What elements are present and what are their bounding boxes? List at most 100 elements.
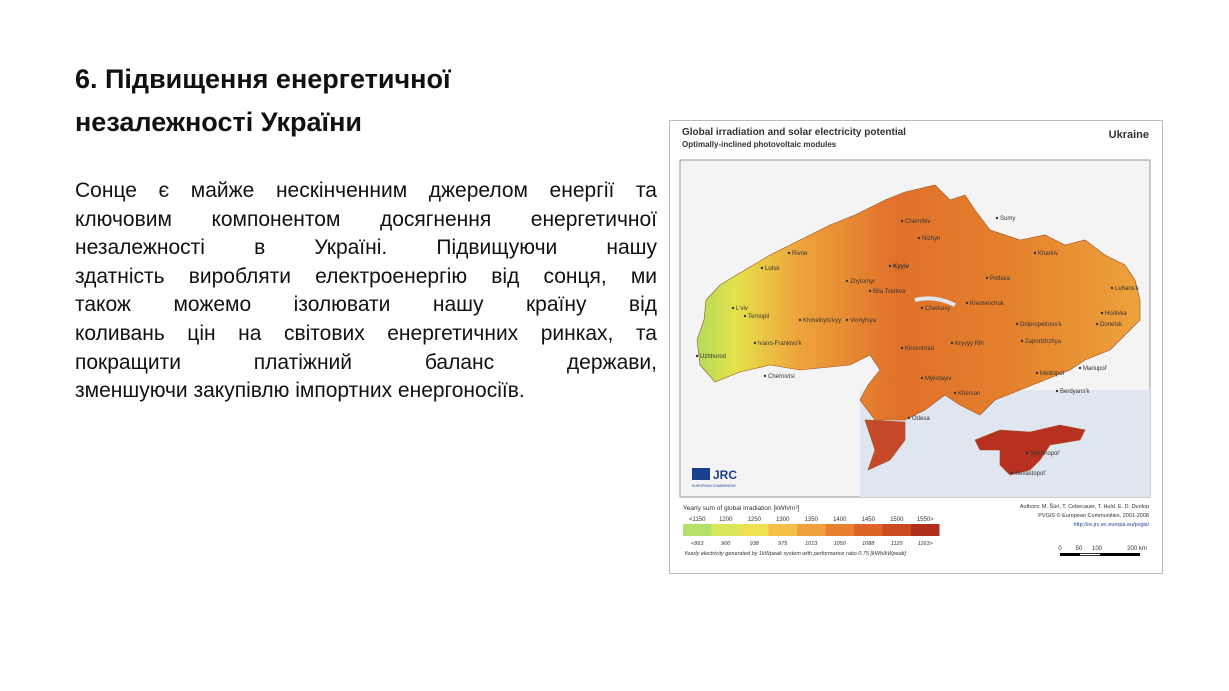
- legend-swatch: [797, 524, 826, 536]
- city-dot: [1015, 322, 1019, 326]
- legend-bottom-label: 938: [750, 541, 760, 547]
- legend-top-label: 1250: [748, 517, 762, 523]
- legend-bottom-label: 1163>: [918, 541, 934, 547]
- city-dot: [845, 318, 849, 322]
- legend-swatch: [854, 524, 883, 536]
- crimea: [974, 424, 1086, 476]
- city-dot: [1020, 339, 1024, 343]
- city-label: Poltava: [990, 276, 1011, 282]
- legend-bottom-label: 900: [721, 541, 731, 547]
- city-dot: [1055, 389, 1059, 393]
- city-dot: [920, 376, 924, 380]
- city-label: Simferopol': [1030, 451, 1060, 457]
- para-line: незалежності в Україні. Підвищуючи нашу: [75, 236, 657, 260]
- authors: Authors: M. Šúri, T. Cebecauer, T. Huld,…: [1020, 503, 1149, 510]
- legend-swatch: [882, 524, 911, 536]
- city-dot: [760, 266, 764, 270]
- scale-label: 200 km: [1127, 546, 1147, 552]
- city-label: Kherson: [958, 391, 980, 397]
- url: http://re.jrc.ec.europa.eu/pvgis/: [1073, 522, 1149, 528]
- paragraph: Сонце є майже нескінченним джерелом енер…: [75, 177, 657, 406]
- legend-top-label: 1400: [833, 517, 847, 523]
- city-dot: [743, 314, 747, 318]
- city-label: Nizhyn: [922, 236, 940, 242]
- city-label: Ivano-Frankivs'k: [758, 341, 802, 347]
- city-dot: [888, 264, 892, 268]
- legend-top-label: 1500: [890, 517, 904, 523]
- city-dot: [845, 279, 849, 283]
- para-line: зменшуючи закупівлю імпортних енергоносі…: [75, 379, 525, 403]
- legend-swatch: [768, 524, 797, 536]
- city-label: Lutsk: [765, 266, 780, 272]
- para-line: ключовим компонентом досягнення енергети…: [75, 207, 657, 231]
- city-dot: [868, 289, 872, 293]
- city-dot: [1110, 286, 1114, 290]
- city-dot: [995, 216, 999, 220]
- legend-top-label: 1450: [862, 517, 876, 523]
- legend-swatch: [711, 524, 740, 536]
- city-label: Uzhhorod: [700, 354, 726, 360]
- city-label: Luhans'k: [1115, 286, 1140, 292]
- city-dot: [965, 301, 969, 305]
- city-dot: [763, 374, 767, 378]
- logo: JRC: [713, 468, 737, 482]
- legend-title: Yearly sum of global irradiation [kWh/m²…: [683, 505, 800, 512]
- logo-sub: EUROPEAN COMMISSION: [692, 484, 736, 488]
- city-label: Zhytomyr: [850, 279, 875, 285]
- city-dot: [695, 354, 699, 358]
- city-label: Dnipropetrovs'k: [1020, 322, 1062, 328]
- city-label: Berdyans'k: [1060, 389, 1090, 395]
- scale-label: 0: [1058, 546, 1062, 552]
- copyright: PVGIS © European Communities, 2001-2008: [1038, 512, 1149, 519]
- city-dot: [907, 416, 911, 420]
- city-label: Kremenchuk: [970, 301, 1005, 307]
- city-label: Mariupol': [1083, 366, 1107, 372]
- river: [914, 296, 956, 307]
- para-line: покращити платіжний баланс держави,: [75, 350, 657, 374]
- city-label: Chernivtsi: [768, 374, 795, 380]
- legend-swatch: [683, 524, 712, 536]
- scale-label: 100: [1092, 546, 1103, 552]
- city-label: Kharkiv: [1038, 251, 1058, 257]
- slide-title: 6. Підвищення енергетичної незалежності …: [75, 58, 451, 144]
- map-subtitle: Optimally-inclined photovoltaic modules: [682, 140, 837, 149]
- city-dot: [787, 251, 791, 255]
- city-dot: [1025, 451, 1029, 455]
- legend-bottom-label: 1125: [891, 541, 904, 547]
- city-dot: [917, 236, 921, 240]
- legend-top-label: 1200: [719, 517, 733, 523]
- city-dot: [920, 306, 924, 310]
- city-dot: [950, 341, 954, 345]
- map-country: Ukraine: [1109, 129, 1149, 141]
- city-label: Kyyiv: [893, 264, 910, 270]
- city-label: Melitopol: [1040, 371, 1064, 377]
- legend-bottom-label: 1013: [805, 541, 818, 547]
- city-label: L'viv: [736, 306, 748, 312]
- para-line: також можемо ізолювати нашу країну від: [75, 293, 657, 317]
- legend-note: Yearly electricity generated by 1kWpeak …: [684, 551, 906, 557]
- legend-top-label: 1350: [805, 517, 819, 523]
- para-line: Сонце є майже нескінченним джерелом енер…: [75, 179, 657, 202]
- legend-top-label: 1550>: [917, 517, 934, 523]
- city-label: Ternopil: [748, 314, 769, 320]
- south-west-region: [864, 419, 906, 471]
- city-dot: [753, 341, 757, 345]
- city-label: Vinnytsya: [850, 318, 877, 324]
- legend-bottom-label: <863: [691, 541, 704, 547]
- city-label: Horlivka: [1105, 311, 1127, 317]
- eu-flag: [692, 468, 710, 480]
- city-dot: [1078, 366, 1082, 370]
- city-dot: [1033, 251, 1037, 255]
- legend-top-label: 1300: [776, 517, 790, 523]
- scale-label: 50: [1076, 546, 1083, 552]
- legend-swatch: [911, 524, 940, 536]
- city-label: Donetsk: [1100, 322, 1123, 328]
- title-line: незалежності України: [75, 107, 362, 137]
- city-dot: [1035, 371, 1039, 375]
- city-dot: [731, 306, 735, 310]
- legend-top-label: <1150: [689, 517, 706, 523]
- legend-bottom-label: 1088: [862, 541, 875, 547]
- city-label: Kirovohrad: [905, 346, 934, 352]
